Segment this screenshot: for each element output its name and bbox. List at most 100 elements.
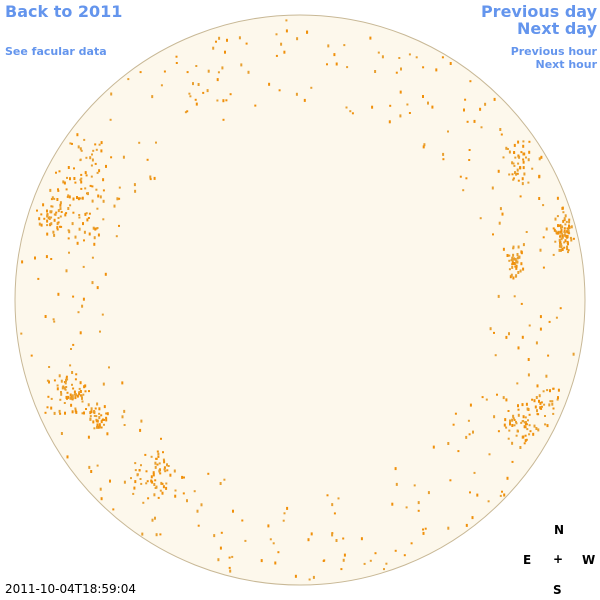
facula (351, 112, 354, 115)
facula (519, 166, 522, 170)
facula (277, 551, 280, 554)
facula (540, 401, 543, 404)
facula (562, 211, 565, 214)
facula (539, 406, 542, 410)
facula (70, 348, 72, 350)
previous-hour-link[interactable]: Previous hour (510, 45, 597, 58)
facula (200, 503, 203, 507)
facula (66, 195, 69, 198)
facula (514, 262, 517, 266)
next-hour-link[interactable]: Next hour (535, 58, 598, 71)
facula (566, 231, 569, 234)
facula (522, 243, 525, 247)
facula (79, 159, 82, 162)
facula (427, 101, 429, 105)
facula (65, 386, 68, 388)
facula (559, 307, 562, 310)
facula (415, 56, 418, 59)
facula (165, 486, 168, 490)
facula (96, 402, 99, 406)
previous-day-link[interactable]: Previous day (480, 2, 597, 21)
facula (536, 409, 538, 413)
facula (207, 69, 210, 73)
facula (217, 71, 220, 74)
facula (92, 420, 95, 424)
facula (408, 112, 411, 114)
facula (85, 156, 88, 159)
facula (165, 482, 168, 485)
facula (335, 62, 338, 66)
facula (516, 260, 519, 264)
facula (501, 212, 504, 216)
facula (86, 218, 89, 222)
facula (75, 373, 78, 376)
facula (422, 66, 425, 69)
facula (91, 185, 94, 188)
facula (462, 189, 465, 192)
facula (30, 354, 33, 357)
facula (511, 261, 514, 265)
facula (157, 496, 160, 499)
facula (93, 236, 96, 240)
facula (506, 476, 509, 480)
facula (183, 476, 185, 479)
facula (56, 198, 59, 201)
facula (202, 91, 205, 94)
facula (511, 418, 514, 422)
facula (87, 192, 89, 196)
facula (556, 215, 559, 218)
facula (219, 482, 222, 485)
facula (99, 425, 101, 429)
facula (63, 402, 66, 404)
facula (508, 332, 510, 336)
facula (163, 466, 166, 470)
facula (84, 171, 87, 175)
facula (523, 425, 526, 429)
facula (563, 246, 566, 249)
facula (544, 423, 547, 426)
facula (48, 366, 51, 368)
facula (447, 526, 450, 530)
back-link[interactable]: Back to 2011 (5, 2, 123, 21)
facula (46, 224, 49, 227)
facula (552, 387, 555, 390)
facula (556, 398, 559, 401)
facula (533, 424, 536, 428)
facula (310, 532, 313, 536)
facula (532, 432, 535, 436)
facula (98, 407, 101, 411)
facula (505, 426, 508, 429)
facula (508, 259, 511, 262)
facula (46, 232, 49, 236)
facula (160, 437, 162, 440)
facula (56, 228, 59, 231)
facula (527, 358, 530, 361)
facula (521, 177, 524, 181)
facula (369, 559, 372, 562)
facula (520, 250, 523, 254)
facular-data-link[interactable]: See facular data (5, 45, 107, 58)
facula (517, 408, 520, 411)
facula (69, 204, 72, 207)
facula (505, 398, 508, 402)
facula (70, 397, 73, 400)
facula (49, 223, 52, 227)
facula (413, 484, 416, 487)
facula (69, 142, 72, 145)
facula (59, 203, 62, 207)
facula (163, 460, 166, 464)
facula (34, 256, 36, 260)
facula (65, 395, 68, 399)
facula (222, 99, 225, 103)
facula (194, 98, 197, 101)
facula (84, 384, 87, 388)
facula (197, 524, 200, 527)
facula (138, 469, 141, 471)
facula (349, 110, 352, 113)
facula (512, 417, 515, 420)
facula (431, 105, 434, 109)
facula (561, 236, 564, 239)
facula (138, 141, 141, 144)
facula (83, 138, 86, 141)
next-day-link[interactable]: Next day (517, 19, 597, 38)
